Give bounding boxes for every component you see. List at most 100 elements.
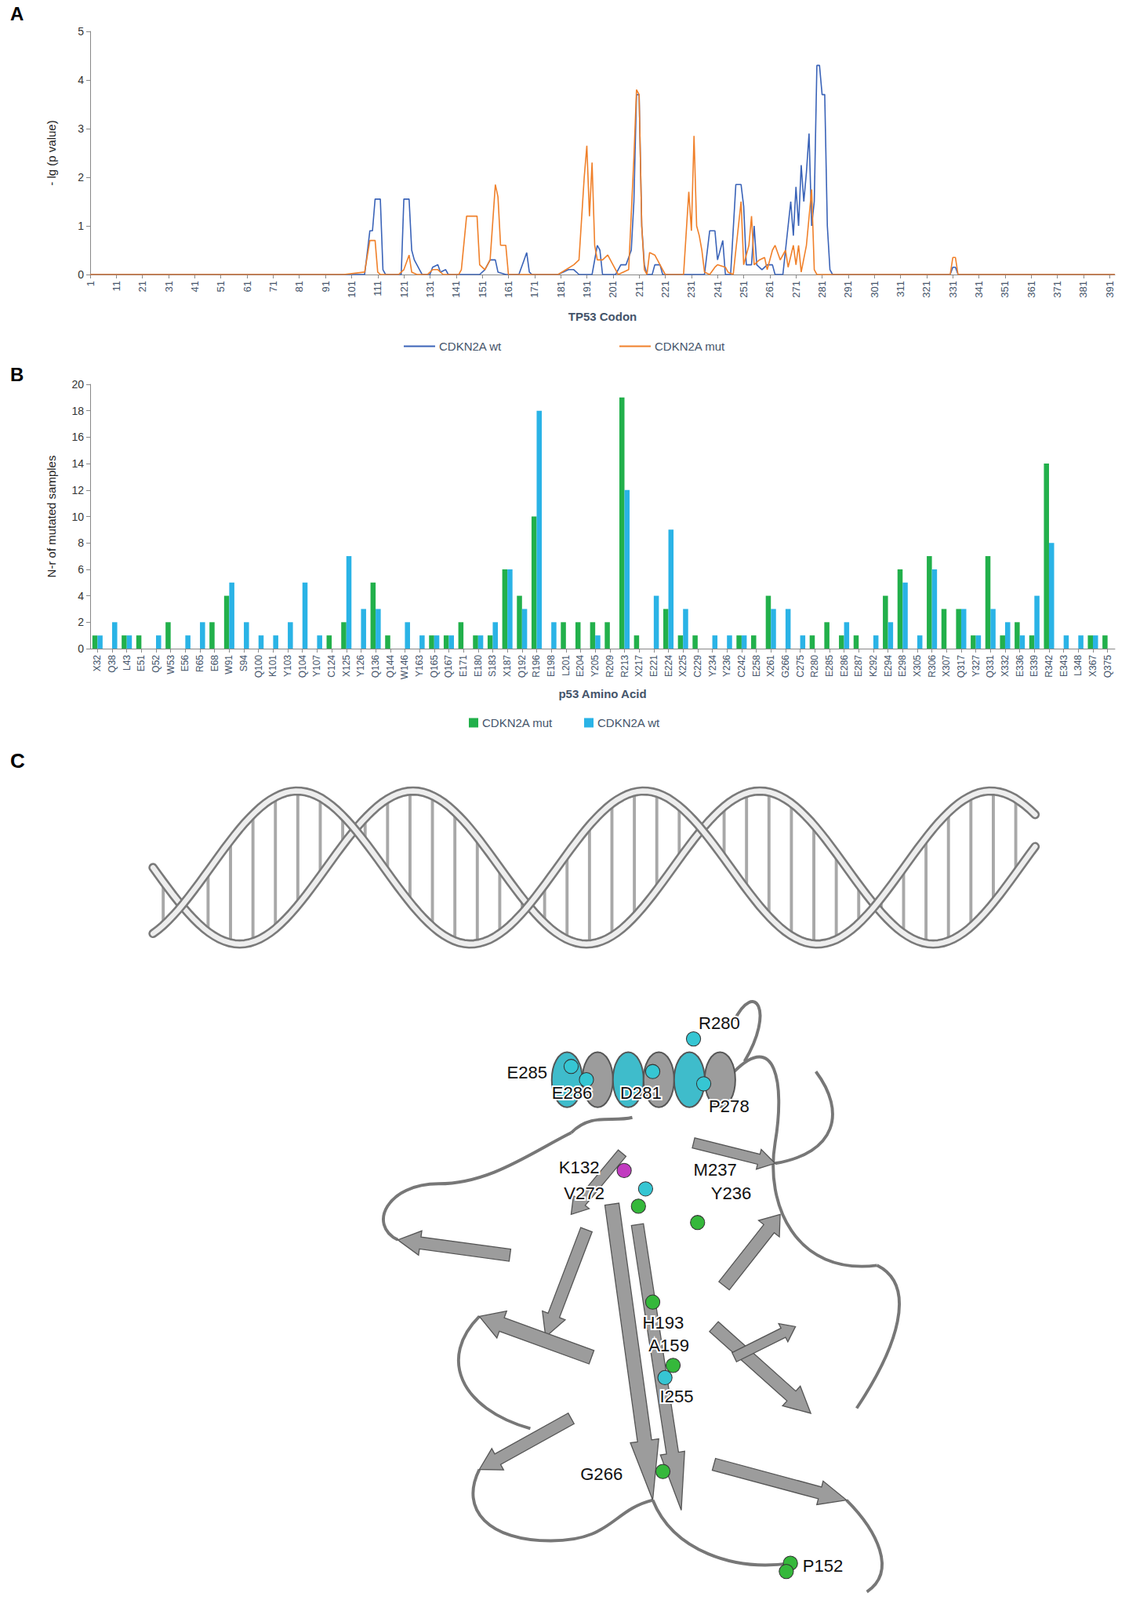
svg-text:211: 211 bbox=[633, 280, 646, 298]
svg-text:V272: V272 bbox=[563, 1183, 605, 1203]
svg-text:Q144: Q144 bbox=[384, 654, 396, 679]
svg-text:K292: K292 bbox=[867, 654, 879, 677]
svg-text:20: 20 bbox=[71, 377, 84, 391]
svg-text:I255: I255 bbox=[660, 1386, 694, 1406]
svg-text:16: 16 bbox=[71, 430, 84, 443]
svg-text:Y236: Y236 bbox=[711, 1183, 752, 1203]
svg-text:X187: X187 bbox=[501, 654, 513, 677]
svg-text:G266: G266 bbox=[780, 654, 792, 679]
svg-text:291: 291 bbox=[842, 280, 854, 298]
svg-text:Y236: Y236 bbox=[721, 654, 733, 677]
svg-text:341: 341 bbox=[972, 280, 985, 298]
svg-text:p53 Amino Acid: p53 Amino Acid bbox=[558, 686, 647, 701]
svg-text:51: 51 bbox=[214, 280, 227, 292]
svg-text:111: 111 bbox=[371, 280, 384, 297]
svg-text:E224: E224 bbox=[663, 654, 675, 677]
svg-text:191: 191 bbox=[580, 280, 593, 298]
svg-text:H193: H193 bbox=[642, 1312, 685, 1333]
svg-text:C124: C124 bbox=[326, 654, 338, 678]
svg-text:6: 6 bbox=[77, 562, 84, 576]
svg-text:241: 241 bbox=[711, 280, 724, 298]
svg-text:1: 1 bbox=[84, 280, 97, 287]
svg-text:R213: R213 bbox=[619, 654, 631, 678]
svg-text:151: 151 bbox=[476, 280, 489, 298]
svg-text:C275: C275 bbox=[795, 654, 806, 678]
svg-text:Y234: Y234 bbox=[707, 654, 719, 677]
svg-text:X125: X125 bbox=[341, 654, 353, 677]
svg-text:21: 21 bbox=[136, 280, 149, 292]
svg-text:D281: D281 bbox=[620, 1082, 662, 1103]
svg-text:231: 231 bbox=[685, 280, 698, 298]
svg-text:18: 18 bbox=[71, 404, 84, 418]
svg-text:E198: E198 bbox=[545, 654, 557, 677]
svg-text:4: 4 bbox=[77, 73, 84, 87]
svg-text:Q52: Q52 bbox=[150, 654, 162, 673]
svg-text:CDKN2A wt: CDKN2A wt bbox=[597, 715, 661, 730]
svg-text:2: 2 bbox=[77, 615, 84, 629]
svg-text:R280: R280 bbox=[698, 1012, 741, 1033]
svg-text:Y205: Y205 bbox=[589, 654, 601, 677]
svg-text:391: 391 bbox=[1103, 280, 1116, 298]
svg-text:E286: E286 bbox=[551, 1082, 593, 1103]
svg-text:81: 81 bbox=[293, 280, 305, 292]
svg-text:Y103: Y103 bbox=[282, 654, 294, 677]
svg-text:X305: X305 bbox=[911, 654, 923, 677]
svg-text:CDKN2A wt: CDKN2A wt bbox=[439, 339, 502, 353]
svg-text:X261: X261 bbox=[765, 654, 777, 677]
svg-text:- lg (p value): - lg (p value) bbox=[44, 119, 59, 186]
svg-text:CDKN2A mut: CDKN2A mut bbox=[654, 339, 726, 353]
svg-text:91: 91 bbox=[319, 280, 332, 292]
svg-text:E180: E180 bbox=[472, 654, 484, 677]
svg-text:L348: L348 bbox=[1072, 654, 1084, 676]
svg-text:P152: P152 bbox=[802, 1555, 844, 1576]
svg-text:5: 5 bbox=[77, 25, 84, 38]
svg-text:R342: R342 bbox=[1043, 654, 1055, 678]
svg-text:381: 381 bbox=[1077, 280, 1090, 298]
svg-text:X225: X225 bbox=[677, 654, 689, 677]
svg-text:331: 331 bbox=[947, 280, 959, 298]
svg-text:0: 0 bbox=[77, 268, 84, 281]
svg-text:41: 41 bbox=[188, 280, 201, 292]
svg-text:141: 141 bbox=[450, 280, 462, 298]
svg-text:E294: E294 bbox=[882, 654, 894, 677]
svg-text:271: 271 bbox=[790, 280, 803, 298]
svg-text:G266: G266 bbox=[580, 1463, 623, 1484]
svg-text:1: 1 bbox=[77, 219, 84, 233]
svg-text:W53: W53 bbox=[165, 654, 177, 675]
svg-text:131: 131 bbox=[424, 280, 436, 298]
svg-text:71: 71 bbox=[267, 280, 280, 292]
svg-text:Y107: Y107 bbox=[311, 654, 323, 677]
svg-text:E339: E339 bbox=[1028, 654, 1040, 677]
svg-text:E171: E171 bbox=[457, 654, 469, 677]
svg-text:K101: K101 bbox=[267, 654, 279, 677]
svg-text:P278: P278 bbox=[708, 1096, 750, 1116]
svg-text:351: 351 bbox=[998, 280, 1011, 298]
svg-text:E286: E286 bbox=[838, 654, 850, 677]
svg-text:2: 2 bbox=[77, 170, 84, 184]
svg-text:Q104: Q104 bbox=[297, 654, 309, 679]
svg-text:X332: X332 bbox=[999, 654, 1011, 677]
svg-text:R196: R196 bbox=[530, 654, 542, 678]
svg-text:161: 161 bbox=[502, 280, 515, 298]
svg-text:L201: L201 bbox=[560, 654, 572, 676]
svg-text:E285: E285 bbox=[824, 654, 835, 677]
svg-text:251: 251 bbox=[737, 280, 750, 298]
svg-text:371: 371 bbox=[1051, 280, 1064, 298]
svg-text:171: 171 bbox=[528, 280, 541, 298]
svg-text:E336: E336 bbox=[1014, 654, 1026, 677]
svg-text:Q100: Q100 bbox=[253, 654, 265, 679]
svg-text:TP53 Codon: TP53 Codon bbox=[568, 309, 638, 324]
svg-text:4: 4 bbox=[77, 589, 84, 603]
svg-text:R306: R306 bbox=[926, 654, 938, 678]
svg-text:Y163: Y163 bbox=[413, 654, 425, 677]
svg-text:E298: E298 bbox=[896, 654, 908, 677]
svg-text:C242: C242 bbox=[736, 654, 748, 678]
svg-text:8: 8 bbox=[77, 536, 84, 549]
svg-text:E51: E51 bbox=[135, 654, 147, 672]
svg-text:N-r of mutated samples: N-r of mutated samples bbox=[44, 455, 59, 578]
svg-text:E343: E343 bbox=[1058, 654, 1070, 677]
svg-text:S183: S183 bbox=[486, 654, 498, 677]
svg-text:S94: S94 bbox=[238, 654, 250, 672]
svg-text:W146: W146 bbox=[399, 654, 411, 680]
svg-text:61: 61 bbox=[241, 280, 254, 292]
